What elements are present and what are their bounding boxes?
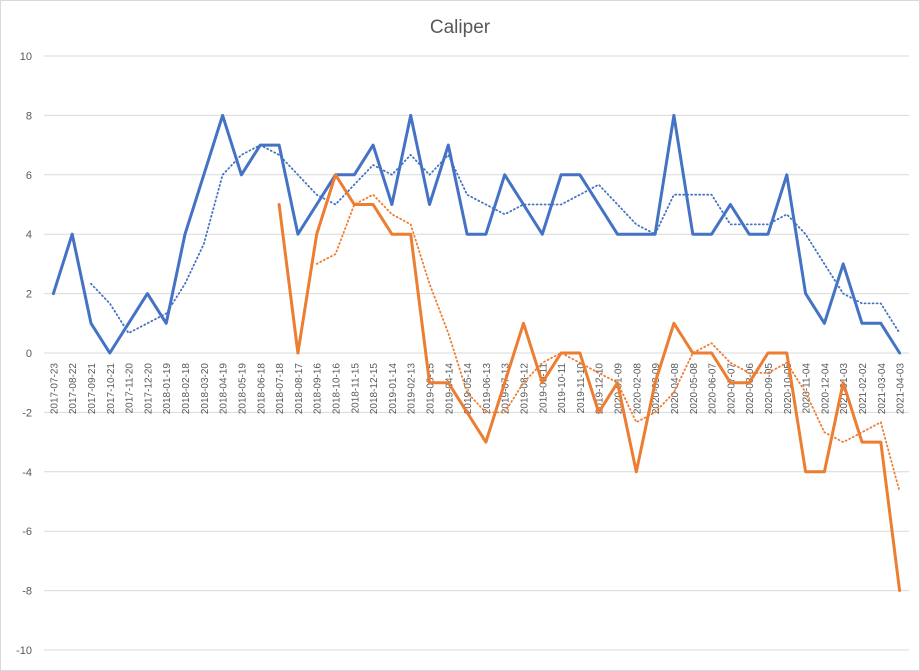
x-tick-label: 2019-12-10 <box>595 363 606 415</box>
y-tick-label: -2 <box>22 407 32 419</box>
x-tick-label: 2020-09-05 <box>764 363 775 415</box>
x-tick-label: 2020-06-07 <box>708 363 719 415</box>
x-tick-label: 2018-06-18 <box>256 363 267 415</box>
x-tick-label: 2018-10-16 <box>331 363 342 415</box>
x-tick-label: 2017-09-21 <box>87 363 98 415</box>
chart-title: Caliper <box>429 17 491 38</box>
x-tick-label: 2019-05-14 <box>463 363 474 415</box>
series-line-3 <box>277 173 902 593</box>
x-tick-label: 2020-10-05 <box>783 363 794 415</box>
x-tick-label: 2019-07-13 <box>501 363 512 415</box>
y-tick-label: -6 <box>22 526 32 538</box>
x-tick-label: 2020-07-07 <box>726 363 737 415</box>
y-tick-label: -10 <box>16 645 32 657</box>
x-tick-label: 2019-06-13 <box>482 363 493 415</box>
x-tick-label: 2018-08-17 <box>294 363 305 415</box>
x-tick-label: 2018-05-19 <box>237 363 248 415</box>
x-tick-label: 2020-11-04 <box>802 363 813 414</box>
x-tick-label: 2018-03-20 <box>200 363 211 415</box>
x-tick-label: 2017-07-23 <box>49 363 60 415</box>
series-line-4 <box>315 193 901 493</box>
y-tick-label: 6 <box>26 170 32 182</box>
x-tick-label: 2019-09-11 <box>538 363 549 414</box>
x-tick-label: 2018-11-15 <box>350 363 361 414</box>
x-tick-label: 2017-12-20 <box>143 363 154 415</box>
x-tick-label: 2017-08-22 <box>68 363 79 415</box>
x-tick-label: 2019-11-10 <box>576 363 587 414</box>
x-tick-label: 2019-10-11 <box>557 363 568 414</box>
y-tick-label: -8 <box>22 586 32 598</box>
x-tick-label: 2017-10-21 <box>106 363 117 415</box>
x-tick-label: 2019-03-15 <box>425 363 436 415</box>
x-tick-label: 2020-02-08 <box>632 363 643 415</box>
y-tick-label: 4 <box>26 229 32 241</box>
x-tick-label: 2019-08-12 <box>520 363 531 415</box>
x-tick-label: 2018-01-19 <box>162 363 173 415</box>
x-tick-label: 2020-03-09 <box>651 363 662 415</box>
y-tick-label: 10 <box>20 51 32 63</box>
series-line-2 <box>90 144 901 334</box>
x-tick-label: 2021-04-03 <box>896 363 907 415</box>
y-tick-label: 8 <box>26 110 32 122</box>
x-tick-label: 2017-11-20 <box>125 363 136 414</box>
series-line-1 <box>51 113 902 355</box>
x-tick-label: 2018-12-15 <box>369 363 380 415</box>
x-tick-label: 2021-03-04 <box>877 363 888 415</box>
x-tick-label: 2019-02-13 <box>407 363 418 415</box>
x-tick-label: 2020-08-06 <box>745 363 756 415</box>
y-tick-label: 0 <box>26 348 32 360</box>
x-tick-label: 2020-12-04 <box>820 363 831 415</box>
x-tick-label: 2019-04-14 <box>444 363 455 415</box>
x-tick-label: 2020-05-08 <box>689 363 700 415</box>
x-tick-label: 2018-04-19 <box>219 363 230 415</box>
y-tick-label: 2 <box>26 289 32 301</box>
x-tick-label: 2019-01-14 <box>388 363 399 415</box>
x-tick-label: 2018-02-18 <box>181 363 192 415</box>
x-tick-label: 2018-07-18 <box>275 363 286 415</box>
y-tick-label: -4 <box>22 467 32 479</box>
x-tick-label: 2018-09-16 <box>313 363 324 415</box>
x-tick-label: 2021-02-02 <box>858 363 869 415</box>
